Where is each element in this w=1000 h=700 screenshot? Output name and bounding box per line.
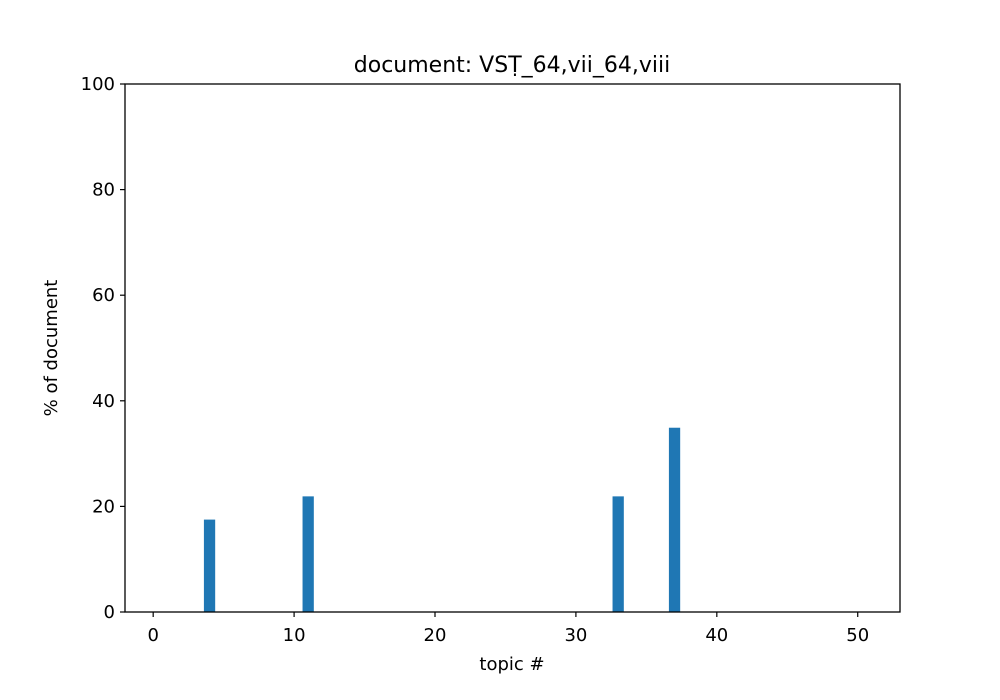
- bar-topic-33: [612, 496, 624, 612]
- bar-topic-37: [668, 427, 681, 612]
- y-tick-label: 40: [92, 391, 115, 412]
- y-tick-label: 60: [92, 285, 115, 306]
- x-tick-label: 30: [564, 625, 587, 646]
- x-tick-label: 0: [147, 625, 158, 646]
- plot-frame: [124, 83, 901, 613]
- x-axis: 0 10 20 30 40 50: [147, 612, 869, 646]
- x-tick-label: 10: [283, 625, 306, 646]
- bar-topic-11: [302, 496, 314, 612]
- bars-group: [203, 427, 681, 612]
- x-tick-label: 20: [424, 625, 447, 646]
- y-tick-label: 0: [104, 602, 115, 623]
- y-tick-label: 100: [81, 74, 115, 95]
- x-tick-label: 40: [705, 625, 728, 646]
- x-axis-label: topic #: [479, 654, 544, 675]
- chart-title: document: VSṬ_64,vii_64,viii: [354, 53, 670, 78]
- y-tick-label: 20: [92, 496, 115, 517]
- y-tick-label: 80: [92, 180, 115, 201]
- x-tick-label: 50: [846, 625, 869, 646]
- y-axis: 0 20 40 60 80 100: [81, 74, 125, 623]
- y-axis-label: % of document: [41, 280, 62, 417]
- bar-topic-4: [203, 519, 216, 612]
